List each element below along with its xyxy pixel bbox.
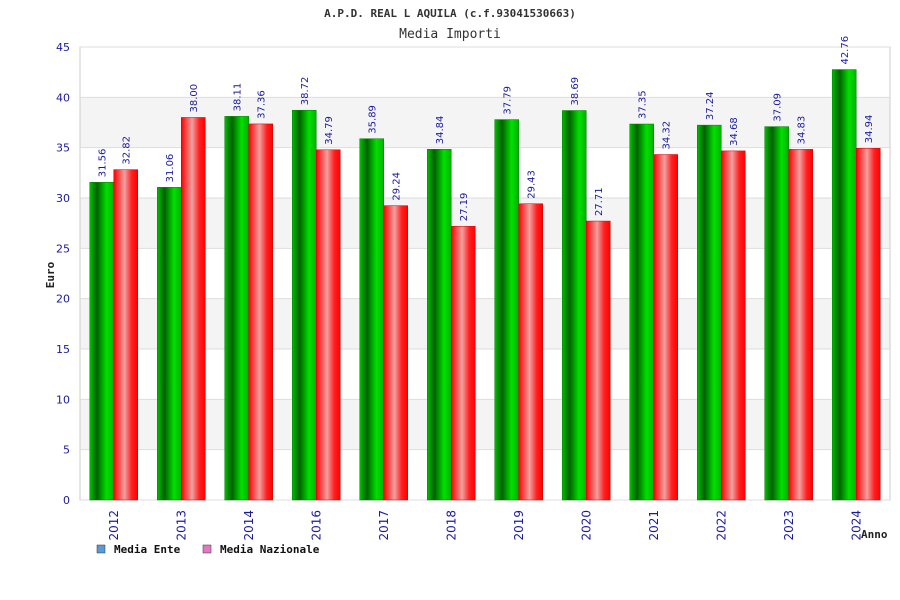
value-label-media-nazionale-2018: 27.19 bbox=[459, 193, 470, 222]
bar-media-ente-2012 bbox=[89, 182, 114, 501]
value-label-media-nazionale-2014: 37.36 bbox=[257, 90, 268, 119]
value-label-media-nazionale-2019: 29.43 bbox=[527, 170, 538, 199]
y-tick-label: 45 bbox=[56, 41, 70, 54]
value-label-media-nazionale-2021: 34.32 bbox=[662, 121, 673, 150]
bar-media-ente-2020 bbox=[562, 110, 587, 501]
value-label-media-nazionale-2017: 29.24 bbox=[392, 172, 403, 201]
value-label-media-nazionale-2022: 34.68 bbox=[729, 117, 740, 146]
x-tick-label-2018: 2018 bbox=[444, 510, 458, 541]
x-tick-label-2017: 2017 bbox=[377, 510, 391, 541]
chart-title: A.P.D. REAL L AQUILA (c.f.93041530663) bbox=[324, 7, 576, 20]
value-label-media-ente-2012: 31.56 bbox=[98, 149, 109, 178]
value-label-media-ente-2014: 38.11 bbox=[233, 83, 244, 112]
value-label-media-ente-2021: 37.35 bbox=[638, 90, 649, 119]
bar-media-ente-2018 bbox=[427, 149, 452, 501]
legend-label-media-nazionale: Media Nazionale bbox=[220, 543, 320, 556]
grid-band bbox=[80, 198, 890, 249]
legend-label-media-ente: Media Ente bbox=[114, 543, 181, 556]
x-tick-label-2013: 2013 bbox=[174, 510, 188, 541]
value-label-media-ente-2024: 42.76 bbox=[840, 36, 851, 65]
value-labels-group: 31.56 32.82 31.06 38.00 38.11 37.36 38.72 34.79… bbox=[98, 36, 876, 221]
legend-swatch-media-ente bbox=[96, 544, 106, 554]
bar-media-ente-2024 bbox=[832, 69, 857, 501]
y-tick-label: 40 bbox=[56, 91, 70, 104]
value-label-media-ente-2017: 35.89 bbox=[368, 105, 379, 134]
bar-media-ente-2017 bbox=[359, 138, 384, 501]
grid-lines bbox=[80, 46, 890, 501]
x-tick-label-2023: 2023 bbox=[782, 510, 796, 541]
bar-media-ente-2023 bbox=[764, 126, 789, 501]
grid-band bbox=[80, 399, 890, 450]
bar-media-ente-2014 bbox=[224, 116, 249, 501]
bar-media-nazionale-2019 bbox=[518, 203, 543, 501]
bar-media-nazionale-2023 bbox=[788, 149, 813, 501]
bar-media-nazionale-2014 bbox=[248, 123, 273, 501]
bar-media-ente-2021 bbox=[629, 123, 654, 501]
x-axis-ticks: 2012 2013 2014 2016 2017 2018 2019 2020 2021 2022… bbox=[107, 510, 864, 541]
x-tick-label-2021: 2021 bbox=[647, 510, 661, 541]
x-tick-label-2012: 2012 bbox=[107, 510, 121, 541]
y-tick-label: 30 bbox=[56, 192, 70, 205]
y-tick-label: 15 bbox=[56, 343, 70, 356]
bars-group bbox=[89, 69, 881, 501]
bar-media-nazionale-2022 bbox=[721, 150, 746, 501]
x-tick-label-2020: 2020 bbox=[579, 510, 593, 541]
value-label-media-ente-2016: 38.72 bbox=[300, 77, 311, 106]
bar-media-ente-2016 bbox=[292, 109, 317, 501]
bar-media-nazionale-2024 bbox=[856, 148, 881, 501]
y-tick-label: 35 bbox=[56, 142, 70, 155]
plot-area bbox=[79, 46, 891, 501]
y-axis-ticks: 0 5 10 15 20 25 30 35 40 45 bbox=[56, 41, 70, 507]
y-tick-label: 0 bbox=[63, 494, 70, 507]
bar-media-nazionale-2013 bbox=[181, 117, 206, 501]
y-tick-label: 5 bbox=[63, 444, 70, 457]
bar-media-nazionale-2021 bbox=[653, 154, 678, 501]
value-label-media-nazionale-2020: 27.71 bbox=[594, 187, 605, 216]
grid-band bbox=[80, 298, 890, 349]
value-label-media-ente-2020: 38.69 bbox=[570, 77, 581, 106]
value-label-media-nazionale-2023: 34.83 bbox=[797, 116, 808, 145]
bar-media-ente-2019 bbox=[494, 119, 519, 501]
chart-subtitle: Media Importi bbox=[399, 27, 501, 42]
bar-media-nazionale-2018 bbox=[451, 226, 476, 501]
value-label-media-nazionale-2013: 38.00 bbox=[189, 84, 200, 113]
bar-media-nazionale-2020 bbox=[586, 220, 611, 501]
bar-media-ente-2022 bbox=[697, 124, 722, 501]
y-tick-label: 20 bbox=[56, 293, 70, 306]
value-label-media-ente-2023: 37.09 bbox=[773, 93, 784, 122]
legend-swatch-media-nazionale bbox=[202, 544, 212, 554]
x-axis-label: Anno bbox=[861, 528, 888, 541]
y-axis-label: Euro bbox=[44, 261, 57, 288]
y-tick-label: 25 bbox=[56, 242, 70, 255]
bar-media-nazionale-2012 bbox=[113, 169, 138, 501]
bar-media-nazionale-2016 bbox=[316, 149, 341, 501]
y-tick-label: 10 bbox=[56, 393, 70, 406]
x-tick-label-2022: 2022 bbox=[714, 510, 728, 541]
x-tick-label-2024: 2024 bbox=[849, 510, 863, 541]
grid-band bbox=[80, 97, 890, 148]
value-label-media-nazionale-2012: 32.82 bbox=[122, 136, 133, 165]
value-label-media-nazionale-2024: 34.94 bbox=[864, 115, 875, 144]
bar-media-nazionale-2017 bbox=[383, 205, 408, 501]
x-tick-label-2019: 2019 bbox=[512, 510, 526, 541]
value-label-media-nazionale-2016: 34.79 bbox=[324, 116, 335, 145]
x-tick-label-2016: 2016 bbox=[309, 510, 323, 541]
bar-media-ente-2013 bbox=[157, 187, 182, 501]
value-label-media-ente-2019: 37.79 bbox=[503, 86, 514, 115]
value-label-media-ente-2018: 34.84 bbox=[435, 116, 446, 145]
legend: Media Ente Media Nazionale bbox=[96, 543, 320, 556]
x-tick-label-2014: 2014 bbox=[242, 510, 256, 541]
value-label-media-ente-2022: 37.24 bbox=[705, 91, 716, 120]
value-label-media-ente-2013: 31.06 bbox=[165, 154, 176, 183]
